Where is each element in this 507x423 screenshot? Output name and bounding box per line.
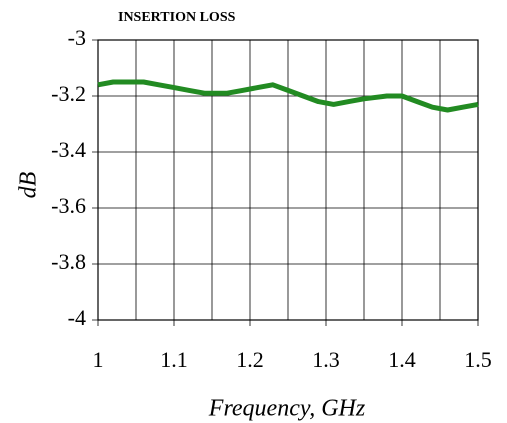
data-line xyxy=(97,79,479,113)
y-tick-label: -3.2 xyxy=(51,81,86,106)
y-tick-label: -3.4 xyxy=(51,137,86,162)
x-tick-label: 1.5 xyxy=(464,347,492,372)
x-tick-label: 1.2 xyxy=(236,347,264,372)
x-tick-label: 1 xyxy=(93,347,104,372)
y-tick-label: -3.6 xyxy=(51,193,86,218)
plot-frame xyxy=(97,39,479,321)
x-tick-label: 1.4 xyxy=(388,347,416,372)
y-tick-label: -3.8 xyxy=(51,249,86,274)
y-tick-label: -4 xyxy=(68,305,86,330)
chart-title: INSERTION LOSS xyxy=(118,10,236,25)
x-axis-label: Frequency, GHz xyxy=(208,396,366,422)
y-axis-label: dB xyxy=(16,171,42,198)
x-tick-label: 1.3 xyxy=(312,347,340,372)
x-tick-label: 1.1 xyxy=(160,347,188,372)
y-tick-label: -3 xyxy=(68,25,86,50)
